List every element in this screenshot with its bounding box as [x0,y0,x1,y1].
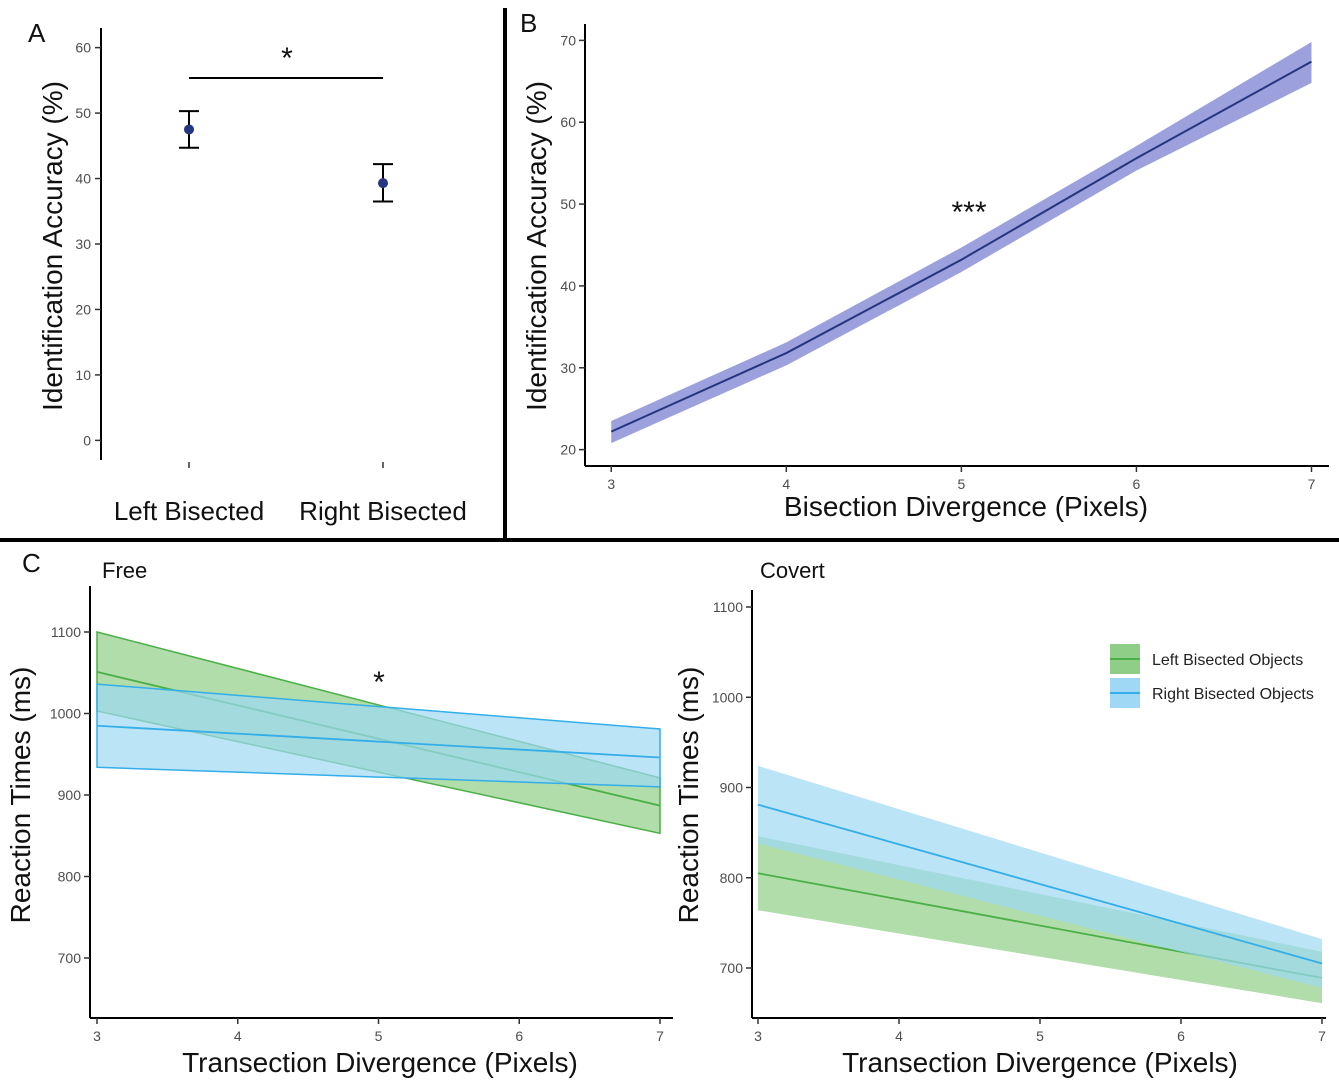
panel-b: B Identification Accuracy (%) Bisection … [520,8,1329,522]
panel-b-ci-band [611,42,1312,444]
panel-a-ytick-label: 10 [75,367,91,383]
panel-c2-xtick-label: 4 [895,1028,903,1044]
panel-a-letter: A [28,18,46,48]
panel-c1-ytick-label: 900 [58,787,82,803]
panel-c2-xlabel: Transection Divergence (Pixels) [842,1047,1238,1078]
panel-b-xtick-label: 6 [1133,476,1141,492]
panel-c1-sig-star: * [373,666,385,699]
panel-a-ytick-label: 30 [75,236,91,252]
panel-b-xtick-label: 3 [607,476,615,492]
panel-c1-ytick-label: 1000 [50,706,81,722]
panel-c1-subtitle: Free [102,558,147,583]
legend: Left Bisected Objects Right Bisected Obj… [1110,644,1314,708]
panel-a-sig-star: * [281,42,293,75]
panel-c-letter: C [22,548,41,578]
panel-a-cat-label-1: Right Bisected [299,496,467,526]
panel-b-line [610,60,1312,433]
panel-c1-ci-band-blue [96,683,661,788]
panel-c2: Covert Reaction Times (ms) Transection D… [673,558,1326,1078]
panel-c1-xtick-label: 5 [375,1028,383,1044]
legend-label-right: Right Bisected Objects [1152,686,1314,703]
panel-c2-line-blue [757,803,1323,965]
panel-a-ytick-label: 60 [75,40,91,56]
panel-a-ytick-label: 0 [83,432,91,448]
panel-c2-ci-band-blue [758,765,1322,988]
panel-a-ylabel: Identification Accuracy (%) [37,81,68,411]
panel-b-xtick-label: 7 [1308,476,1316,492]
panel-c2-ytick-label: 1100 [713,599,743,615]
panel-c2-xtick-label: 7 [1318,1028,1326,1044]
panel-a: A Identification Accuracy (%) 0 10 20 30 40 5… [28,18,467,526]
panel-c2-ytick-label: 700 [720,960,744,976]
panel-c2-ytick-label: 1000 [712,689,743,705]
panel-a-point [378,178,388,189]
panel-b-xlabel: Bisection Divergence (Pixels) [784,491,1148,522]
panel-b-ytick-label: 60 [560,114,576,130]
panel-b-letter: B [520,8,537,38]
panel-c2-xtick-label: 3 [754,1028,762,1044]
panel-a-ytick-label: 50 [75,105,91,121]
panel-b-ytick-label: 30 [560,360,576,376]
panel-b-xtick-label: 5 [957,476,965,492]
panel-c1: C Free Reaction Times (ms) Transection D… [5,548,673,1078]
panel-a-point [184,124,194,135]
panel-c1-ytick-label: 700 [58,950,82,966]
panel-b-ylabel: Identification Accuracy (%) [521,81,552,411]
panel-c2-ylabel: Reaction Times (ms) [673,667,704,924]
panel-c1-xtick-label: 3 [93,1028,101,1044]
panel-c1-line-blue [96,724,661,759]
panel-a-ytick-label: 20 [75,301,91,317]
panel-c1-ytick-label: 800 [58,869,82,885]
panel-c1-xlabel: Transection Divergence (Pixels) [182,1047,578,1078]
panel-c2-xtick-label: 6 [1177,1028,1185,1044]
panel-c1-xtick-label: 7 [656,1028,664,1044]
panel-b-ytick-label: 20 [560,442,576,458]
panel-c2-ytick-label: 900 [720,780,744,796]
panel-b-ytick-label: 70 [560,32,576,48]
panel-a-cat-label-0: Left Bisected [114,496,264,526]
panel-c1-ytick-label: 1100 [51,624,81,640]
panel-c2-ytick-label: 800 [720,870,744,886]
panel-c2-xtick-label: 5 [1036,1028,1044,1044]
panel-a-ytick-label: 40 [75,171,91,187]
panel-b-ytick-label: 40 [560,278,576,294]
panel-c2-subtitle: Covert [760,558,825,583]
panel-b-xtick-label: 4 [782,476,790,492]
panel-b-sig-star: *** [951,196,986,229]
panel-b-ytick-label: 50 [560,196,576,212]
legend-label-left: Left Bisected Objects [1152,652,1303,669]
panel-c1-ylabel: Reaction Times (ms) [5,667,36,924]
panel-c1-xtick-label: 6 [515,1028,523,1044]
panel-c1-xtick-label: 4 [234,1028,242,1044]
